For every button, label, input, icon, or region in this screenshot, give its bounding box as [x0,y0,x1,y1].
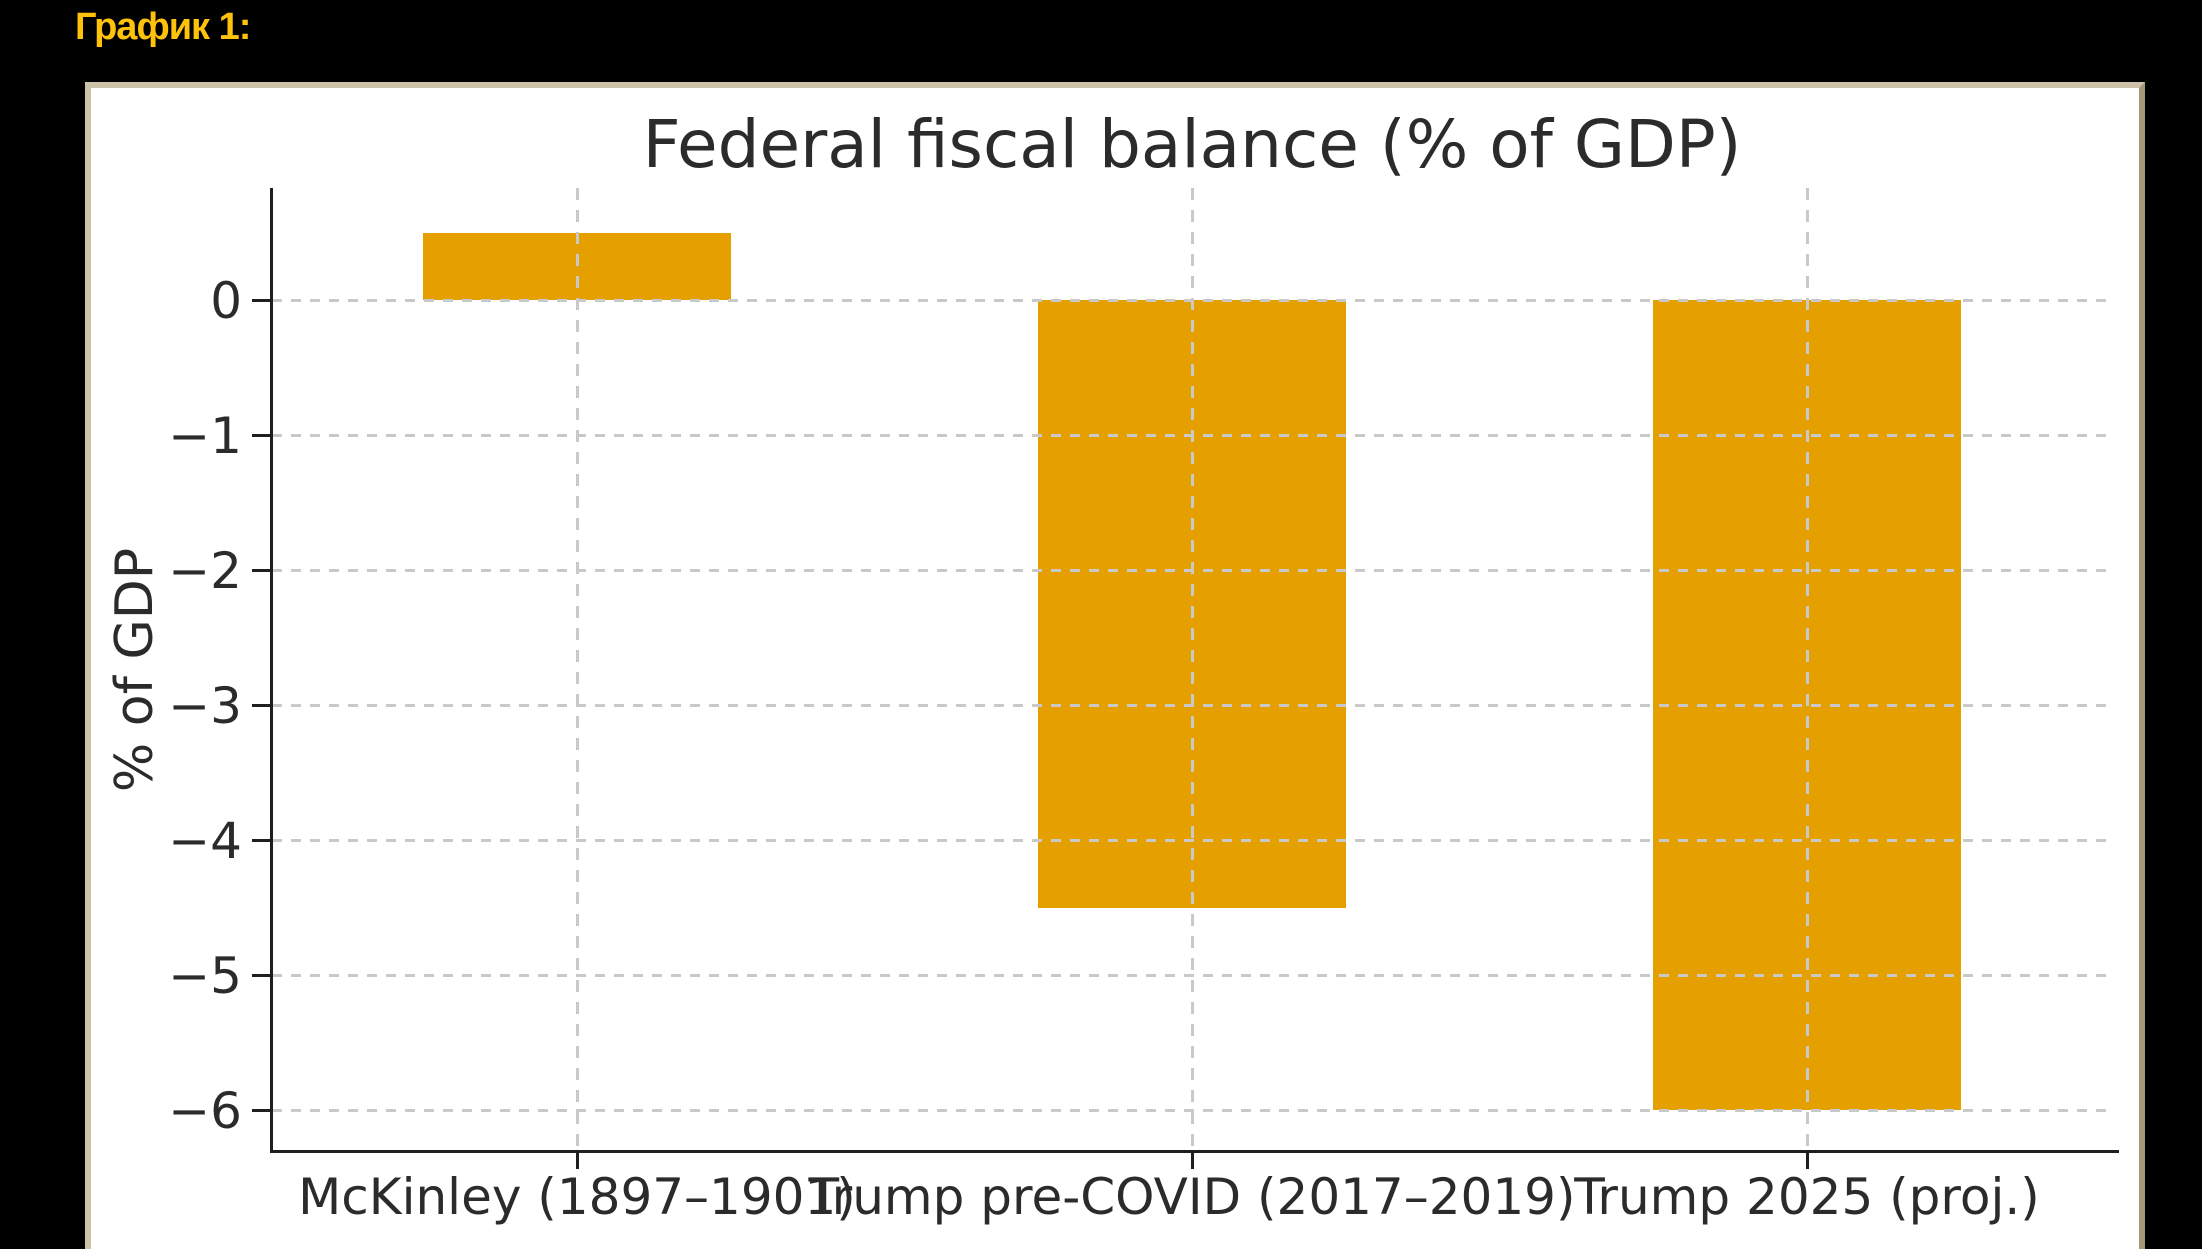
y-tick-label--2: −2 [168,542,242,600]
y-tick--2 [252,569,270,572]
y-tick-label--4: −4 [168,812,242,870]
plot-area: 0 −1 −2 −3 −4 −5 −6 McKinley (1897–1901) Trump p… [168,188,2119,1226]
y-tick--1 [252,434,270,437]
y-tick--6 [252,1109,270,1112]
gridline-v-0 [576,188,579,1150]
chart-title: Federal fiscal balance (% of GDP) [642,106,1742,183]
y-tick-label--1: −1 [168,407,242,465]
x-tick-2 [1806,1153,1809,1169]
figure-caption: График 1: [75,6,251,48]
y-tick-label--6: −6 [168,1082,242,1140]
y-tick--3 [252,704,270,707]
gridline-v-2 [1806,188,1809,1150]
x-tick-1 [1191,1153,1194,1169]
y-tick-label--5: −5 [168,947,242,1005]
y-tick-0 [252,299,270,302]
gridline-v-1 [1191,188,1194,1150]
y-tick--5 [252,974,270,977]
y-axis-spine [270,188,273,1153]
x-tick-label-0: McKinley (1897–1901) [298,1168,856,1226]
x-tick-0 [576,1153,579,1169]
x-tick-label-2: Trump 2025 (proj.) [1574,1168,2040,1226]
x-tick-label-1: Trump pre-COVID (2017–2019) [808,1168,1576,1226]
y-tick--4 [252,839,270,842]
chart-figure: Federal fiscal balance (% of GDP) % of G… [85,82,2145,1249]
x-axis-spine [270,1150,2119,1153]
y-tick-label--3: −3 [168,677,242,735]
y-tick-label-0: 0 [210,272,242,330]
